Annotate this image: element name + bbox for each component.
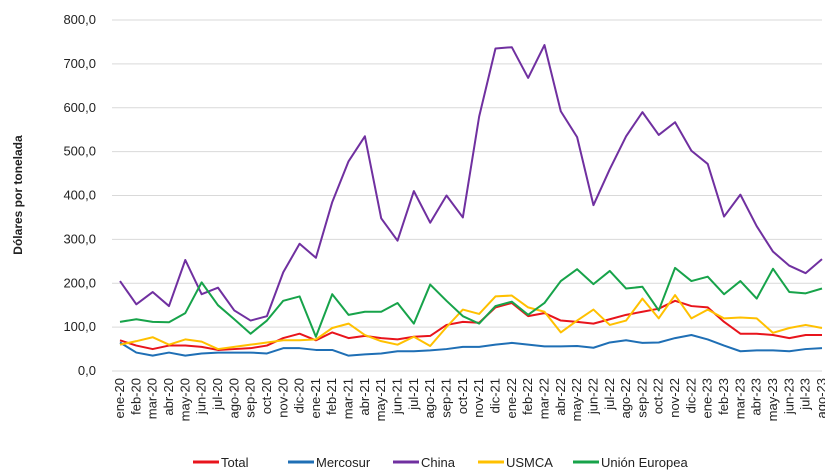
x-tick-label: may-22	[569, 378, 584, 421]
x-tick-label: feb-22	[520, 378, 535, 415]
y-tick-label: 700,0	[63, 56, 96, 71]
x-tick-label: oct-22	[651, 378, 666, 414]
y-axis-title: Dólares por tonelada	[11, 135, 25, 255]
x-tick-label: may-20	[177, 378, 192, 421]
series-line	[119, 44, 823, 322]
x-tick-label: abr-22	[553, 378, 568, 416]
x-tick-label: nov-20	[275, 378, 290, 418]
x-tick-label: mar-21	[341, 378, 356, 419]
legend-label: Unión Europea	[601, 455, 688, 470]
x-tick-label: ene-21	[308, 378, 323, 418]
x-tick-label: jun-20	[194, 378, 209, 415]
x-tick-label: ago-23	[814, 378, 825, 418]
x-tick-label: ene-20	[112, 378, 127, 418]
series-line	[119, 299, 822, 351]
x-tick-label: ene-23	[700, 378, 715, 418]
y-tick-label: 100,0	[63, 319, 96, 334]
x-tick-label: jul-23	[798, 378, 813, 411]
x-tick-label: jun-21	[390, 378, 405, 415]
x-tick-label: ago-22	[618, 378, 633, 418]
x-tick-label: abr-23	[749, 378, 764, 416]
series-line	[119, 266, 823, 338]
y-tick-label: 400,0	[63, 188, 96, 203]
x-tick-label: ago-20	[226, 378, 241, 418]
x-tick-label: ago-21	[422, 378, 437, 418]
x-tick-label: jun-22	[585, 378, 600, 415]
x-tick-label: dic-20	[292, 378, 307, 413]
legend-label: Mercosur	[316, 455, 371, 470]
x-tick-label: sep-21	[439, 378, 454, 418]
x-tick-label: may-23	[765, 378, 780, 421]
x-tick-label: mar-22	[536, 378, 551, 419]
x-tick-label: feb-21	[324, 378, 339, 415]
x-tick-label: abr-20	[161, 378, 176, 416]
series-line	[119, 294, 823, 351]
x-tick-label: jun-23	[781, 378, 796, 415]
legend-label: China	[421, 455, 456, 470]
x-tick-label: jul-22	[602, 378, 617, 411]
x-tick-label: oct-21	[455, 378, 470, 414]
x-tick-label: may-21	[373, 378, 388, 421]
y-tick-label: 500,0	[63, 144, 96, 159]
legend-label: Total	[221, 455, 249, 470]
x-tick-label: oct-20	[259, 378, 274, 414]
x-tick-label: nov-22	[667, 378, 682, 418]
x-tick-label: jul-21	[406, 378, 421, 411]
x-tick-label: jul-20	[210, 378, 225, 411]
x-tick-label: abr-21	[357, 378, 372, 416]
x-tick-label: ene-22	[504, 378, 519, 418]
y-tick-label: 300,0	[63, 231, 96, 246]
x-tick-label: mar-23	[732, 378, 747, 419]
legend-label: USMCA	[506, 455, 553, 470]
x-tick-label: dic-21	[487, 378, 502, 413]
x-tick-label: sep-22	[634, 378, 649, 418]
x-tick-label: dic-22	[683, 378, 698, 413]
x-tick-label: sep-20	[243, 378, 258, 418]
y-tick-label: 200,0	[63, 275, 96, 290]
series-line	[119, 334, 823, 357]
x-tick-label: nov-21	[471, 378, 486, 418]
x-tick-label: feb-20	[128, 378, 143, 415]
y-tick-label: 600,0	[63, 100, 96, 115]
y-tick-label: 800,0	[63, 12, 96, 27]
x-tick-label: mar-20	[145, 378, 160, 419]
x-tick-label: feb-23	[716, 378, 731, 415]
y-tick-label: 0,0	[78, 363, 96, 378]
